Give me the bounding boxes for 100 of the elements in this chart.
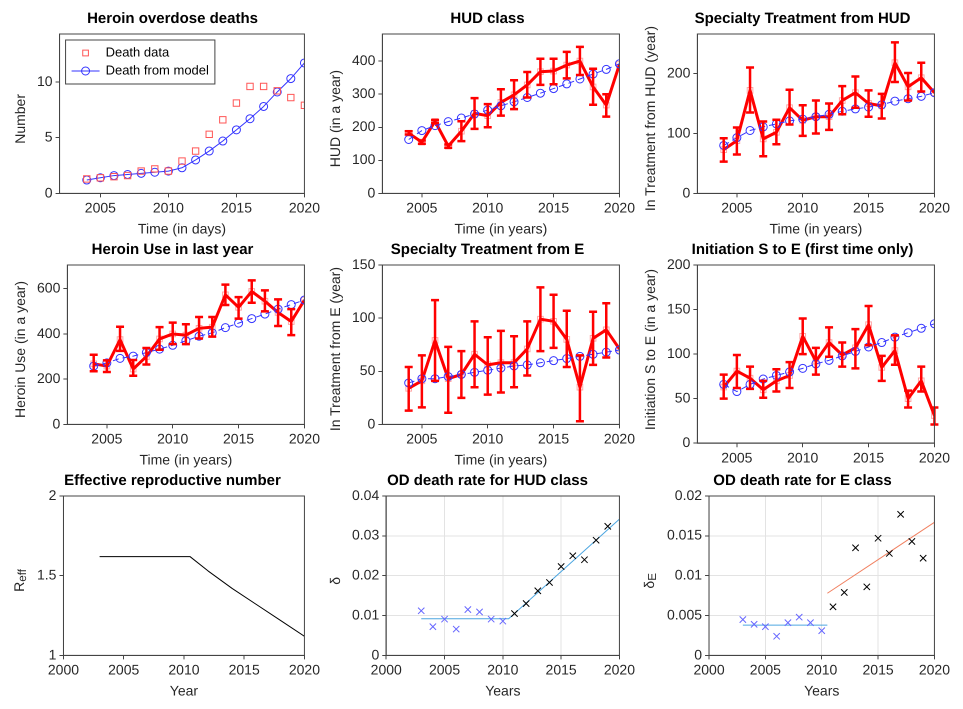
y-axis-title: Number (12, 94, 28, 144)
x-tick-label: 2020 (604, 200, 636, 216)
x-axis-title: Time (in years) (454, 451, 548, 468)
y-tick-label: 0.01 (352, 606, 380, 622)
chart-title: Specialty Treatment from HUD (694, 10, 911, 28)
chart-title: OD death rate for HUD class (387, 472, 588, 490)
y-tick-label: 200 (37, 370, 61, 386)
x-tick-label: 2015 (228, 662, 260, 678)
y-tick-label: 0.04 (352, 486, 380, 503)
y-tick-label: 300 (352, 85, 376, 102)
x-tick-label: 2010 (787, 200, 819, 216)
y-tick-label: 100 (352, 151, 376, 168)
y-tick-label: 1.5 (36, 566, 57, 583)
x-tick-label: 2020 (604, 430, 636, 447)
y-tick-label: 100 (352, 308, 376, 325)
x-tick-label: 2010 (168, 662, 200, 678)
y-axis-title: Initiation S to E (in a year) (642, 268, 658, 430)
x-tick-label: 2000 (48, 662, 80, 678)
y-tick-label: 50 (360, 362, 376, 378)
x-tick-label: 2020 (288, 430, 320, 447)
chart-title: HUD class (450, 10, 525, 28)
x-tick-label: 2010 (472, 430, 504, 447)
x-tick-label: 2015 (538, 200, 570, 216)
y-tick-label: 0.02 (674, 486, 702, 503)
legend-label: Death data (106, 44, 170, 60)
chart-title: Heroin Use in last year (92, 241, 254, 258)
x-tick-label: 2015 (852, 449, 884, 466)
y-tick-label: 0.01 (674, 566, 702, 583)
y-tick-label: 400 (352, 52, 376, 68)
x-tick-label: 2010 (806, 662, 838, 678)
x-tick-label: 2020 (288, 662, 320, 678)
x-tick-label: 2015 (862, 662, 894, 678)
x-axis-title: Time (in years) (454, 220, 548, 236)
x-tick-label: 2010 (152, 200, 184, 216)
x-tick-label: 2015 (546, 662, 577, 678)
x-tick-label: 2005 (108, 662, 140, 678)
y-tick-label: 200 (352, 118, 376, 134)
legend-label: Death from model (106, 62, 210, 78)
y-tick-label: 50 (674, 390, 691, 406)
chart-title: Initiation S to E (first time only) (692, 241, 914, 258)
y-tick-label: 400 (37, 324, 61, 341)
y-tick-label: 1 (48, 646, 57, 662)
x-tick-label: 2020 (918, 662, 950, 678)
x-tick-label: 2020 (604, 662, 636, 678)
x-tick-label: 2015 (220, 200, 252, 216)
y-tick-label: 0.02 (352, 566, 380, 583)
y-tick-label: 0.015 (666, 526, 702, 543)
y-tick-label: 600 (37, 280, 61, 296)
x-tick-label: 2015 (538, 430, 570, 447)
x-tick-label: 2005 (721, 449, 753, 466)
x-axis-title: Years (804, 682, 840, 698)
x-tick-label: 2005 (428, 662, 460, 678)
x-axis-title: Time (in years) (769, 220, 862, 236)
y-tick-label: 200 (667, 64, 691, 80)
y-axis-title: Heroin Use (in a year) (12, 281, 28, 418)
y-axis-title: HUD (in a year) (327, 70, 343, 168)
y-tick-label: 200 (667, 256, 691, 272)
chart-title: Specialty Treatment from E (390, 241, 584, 258)
y-tick-label: 0 (371, 646, 380, 662)
x-tick-label: 2015 (852, 200, 884, 216)
y-tick-label: 0 (682, 184, 691, 200)
y-tick-label: 100 (667, 344, 691, 361)
x-tick-label: 2010 (787, 449, 819, 466)
y-axis-title: δ (327, 576, 343, 584)
x-axis-title: Time (in years) (139, 451, 232, 468)
x-tick-label: 2010 (487, 662, 519, 678)
x-tick-label: 2000 (370, 662, 402, 678)
y-tick-label: 5 (44, 128, 53, 145)
x-axis-title: Time (in days) (138, 220, 226, 236)
x-tick-label: 2005 (91, 430, 123, 447)
x-tick-label: 2005 (750, 662, 782, 678)
y-tick-label: 0 (368, 415, 376, 432)
y-tick-label: 0 (52, 415, 61, 432)
x-axis-title: Years (485, 682, 520, 698)
y-tick-label: 150 (352, 256, 376, 272)
x-tick-label: 2005 (84, 200, 116, 216)
x-tick-label: 2005 (406, 430, 438, 447)
chart-title: Effective reproductive number (64, 472, 282, 490)
y-tick-label: 0 (44, 184, 53, 200)
y-tick-label: 150 (667, 300, 691, 316)
x-tick-label: 2005 (406, 200, 438, 216)
x-tick-label: 2010 (472, 200, 504, 216)
x-tick-label: 2015 (222, 430, 254, 447)
x-tick-label: 2020 (918, 449, 950, 466)
x-tick-label: 2010 (157, 430, 189, 447)
x-tick-label: 2020 (288, 200, 320, 216)
y-tick-label: 0 (682, 434, 691, 450)
y-tick-label: 2 (48, 486, 57, 503)
x-tick-label: 2020 (918, 200, 950, 216)
chart-title: OD death rate for E class (713, 472, 892, 490)
y-tick-label: 100 (667, 124, 691, 140)
chart-title: Heroin overdose deaths (87, 10, 258, 28)
y-axis-title: In Treatment from HUD (year) (642, 26, 658, 212)
x-axis-title: Year (170, 682, 198, 698)
y-tick-label: 10 (36, 72, 53, 89)
y-tick-label: 0.03 (352, 526, 380, 543)
y-tick-label: 0 (694, 646, 702, 662)
y-tick-label: 0 (368, 184, 376, 200)
y-axis-title: In Treatment from E (year) (327, 267, 343, 432)
x-tick-label: 2000 (693, 662, 725, 678)
